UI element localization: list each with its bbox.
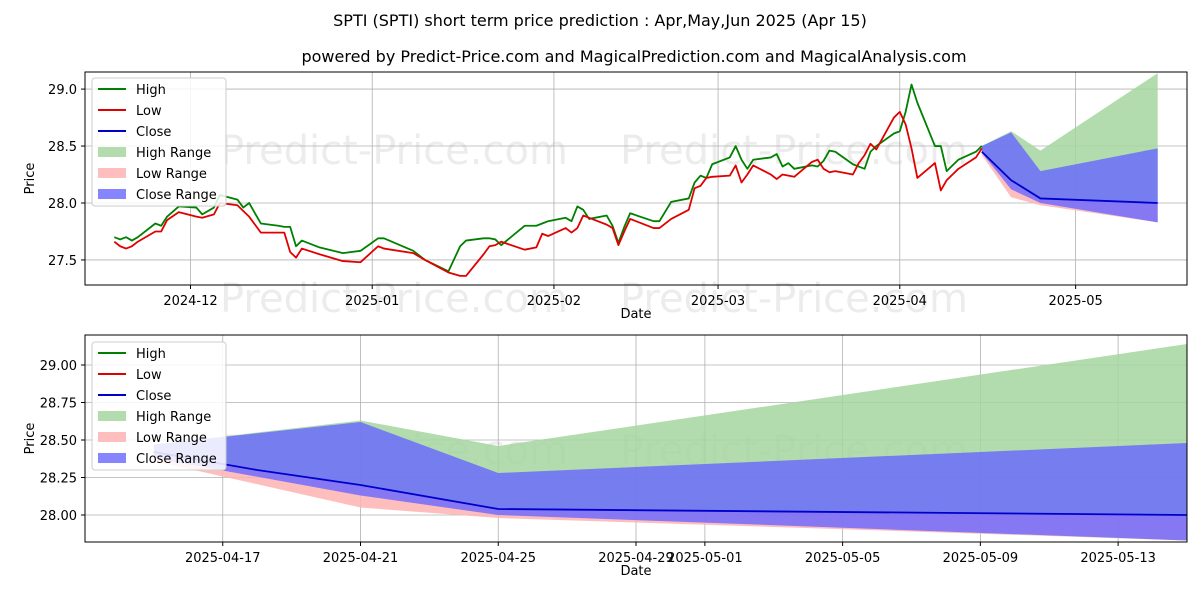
x-tick-label: 2025-05-13 <box>1080 551 1156 566</box>
x-tick-label: 2025-05-01 <box>667 551 743 566</box>
x-tick-label: 2025-05 <box>1048 294 1102 309</box>
y-tick-label: 28.25 <box>40 472 77 487</box>
legend-label: High Range <box>136 410 211 425</box>
x-tick-label: 2025-04-25 <box>460 551 536 566</box>
low-line <box>113 110 983 277</box>
legend-swatch <box>98 189 126 199</box>
plot-area <box>113 73 1158 277</box>
legend-swatch <box>98 453 126 463</box>
legend-swatch <box>98 432 126 442</box>
y-tick-label: 29.00 <box>40 359 77 374</box>
x-tick-label: 2025-03 <box>691 294 745 309</box>
plot-area <box>153 344 1187 541</box>
prediction-panel: Predict-Price.comPredict-Price.com28.002… <box>23 334 1188 579</box>
legend-label: High <box>136 83 166 98</box>
y-tick-label: 28.75 <box>40 397 77 412</box>
grid <box>85 72 1187 285</box>
x-tick-label: 2025-04 <box>873 294 927 309</box>
y-tick-label: 28.0 <box>48 197 77 212</box>
legend-label: Low Range <box>136 167 207 182</box>
legend: High Low Close High Range Low Range Close Ran… <box>91 77 227 207</box>
x-tick-label: 2025-05-05 <box>805 551 881 566</box>
legend-swatch <box>98 168 126 178</box>
y-tick-label: 28.50 <box>40 434 77 449</box>
high-line <box>113 83 983 273</box>
y-axis-label: Price <box>23 423 38 455</box>
legend-label: High <box>136 347 166 362</box>
legend-label: High Range <box>136 146 211 161</box>
watermark-text: Predict-Price.com <box>620 128 968 174</box>
legend-swatch <box>98 147 126 157</box>
y-tick-label: 28.00 <box>40 509 77 524</box>
x-tick-label: 2025-04-21 <box>323 551 399 566</box>
legend-label: Close Range <box>136 452 217 467</box>
x-axis-label: Date <box>620 307 651 322</box>
legend-label: Low Range <box>136 431 207 446</box>
close-range-band <box>981 132 1158 223</box>
chart-title: SPTI (SPTI) short term price prediction … <box>333 11 867 30</box>
close-line <box>981 151 1158 204</box>
legend: High Low Close High Range Low Range Close Ran… <box>91 341 227 471</box>
x-tick-label: 2024-12 <box>163 294 217 309</box>
legend-label: Low <box>136 368 162 383</box>
x-tick-label: 2025-02 <box>527 294 581 309</box>
y-tick-label: 27.5 <box>48 254 77 269</box>
x-tick-label: 2025-04-17 <box>185 551 261 566</box>
x-tick-label: 2025-04-29 <box>598 551 674 566</box>
plot-frame <box>84 71 1188 286</box>
x-axis-label: Date <box>620 564 651 579</box>
legend-label: Close Range <box>136 188 217 203</box>
x-tick-label: 2025-05-09 <box>943 551 1019 566</box>
legend-label: Low <box>136 104 162 119</box>
chart-subtitle: powered by Predict-Price.com and Magical… <box>301 47 966 66</box>
y-axis-label: Price <box>23 163 38 195</box>
y-tick-label: 29.0 <box>48 83 77 98</box>
legend-label: Close <box>136 125 171 140</box>
legend-swatch <box>98 411 126 421</box>
watermark-text: Predict-Price.com <box>220 276 568 322</box>
legend-label: Close <box>136 389 171 404</box>
x-tick-label: 2025-01 <box>345 294 399 309</box>
watermark-text: Predict-Price.com <box>620 276 968 322</box>
history-panel: Predict-Price.com Predict-Price.com Predic… <box>23 71 1188 322</box>
watermark-text: Predict-Price.com <box>220 128 568 174</box>
close-range-band <box>153 422 1187 541</box>
y-tick-label: 28.5 <box>48 140 77 155</box>
